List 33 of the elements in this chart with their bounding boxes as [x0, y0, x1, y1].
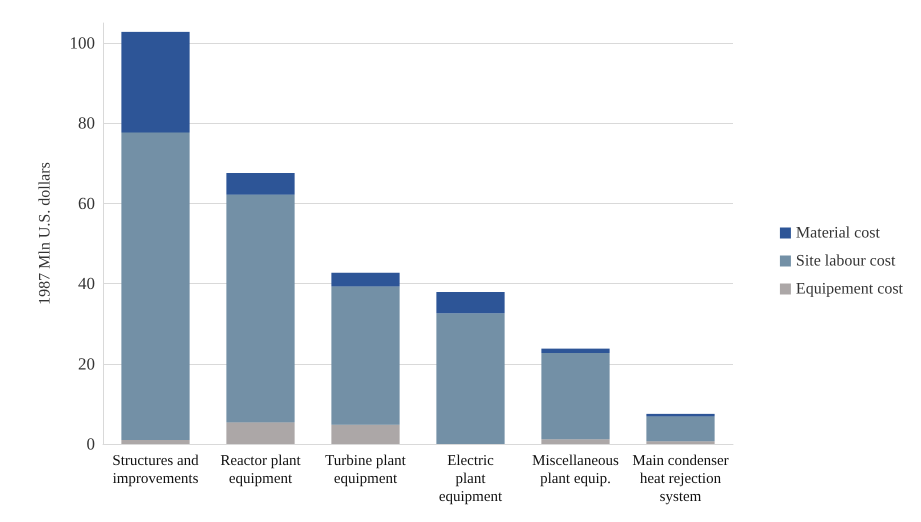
bar	[646, 414, 715, 416]
bar	[541, 348, 610, 353]
bar	[226, 172, 295, 195]
bar	[646, 416, 715, 442]
y-tick-label: 20	[78, 354, 95, 374]
legend-label: Equipement cost	[796, 280, 904, 298]
bar	[331, 272, 400, 286]
x-tick-label: Reactor plant equipment	[220, 453, 302, 487]
bar	[541, 352, 610, 440]
bar	[436, 292, 505, 314]
x-tick-label: Electric plant equipment	[438, 453, 503, 505]
y-tick-label: 80	[78, 114, 95, 133]
bar	[541, 439, 610, 444]
bar	[331, 424, 400, 444]
y-tick-label: 100	[70, 34, 95, 53]
y-axis-title: 1987 Mln U.S. dollars	[36, 162, 54, 305]
bar	[646, 441, 715, 444]
bar	[121, 32, 190, 132]
y-tick-label: 40	[78, 274, 95, 294]
bar	[121, 440, 190, 444]
legend-label: Site labour cost	[796, 252, 896, 270]
y-tick-label: 0	[86, 434, 95, 454]
bar	[331, 286, 400, 425]
bar	[226, 422, 295, 444]
legend-label: Material cost	[796, 224, 880, 242]
x-tick-label: Structures and improvements	[112, 453, 200, 487]
bar	[226, 194, 295, 422]
bar	[436, 313, 505, 444]
x-tick-label: Main condenser heat rejection system	[632, 453, 729, 505]
bar	[121, 132, 190, 440]
x-tick-label: Miscellaneous plant equip.	[532, 453, 619, 487]
y-tick-label: 60	[78, 194, 95, 213]
x-tick-label: Turbine plant equipment	[325, 453, 407, 487]
